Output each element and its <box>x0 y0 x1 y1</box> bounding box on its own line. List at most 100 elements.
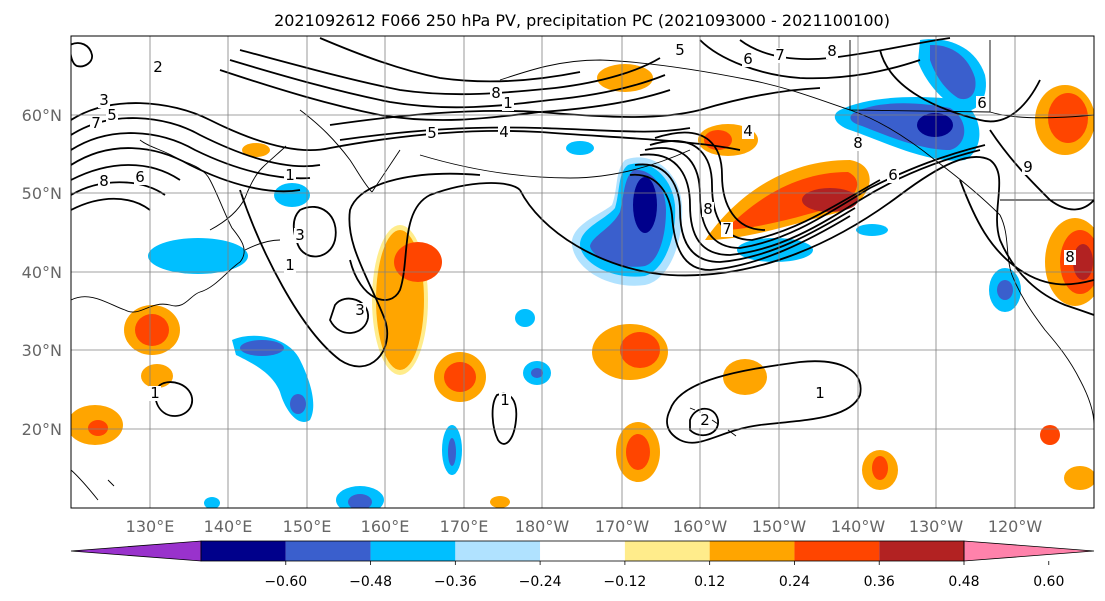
colorbar-tick-label: −0.24 <box>519 574 562 590</box>
longitude-label: 120°W <box>988 517 1043 536</box>
positive-anomaly-area <box>444 362 476 392</box>
pv-contour <box>629 174 851 271</box>
contour-label-background <box>284 258 296 273</box>
coastline-alaska-inner <box>849 40 991 113</box>
negative-anomaly-area <box>515 309 535 327</box>
contour-label: 6 <box>743 50 753 68</box>
colorbar-ticks: −0.60 −0.48 −0.36 −0.24 −0.12 0.12 0.24 0.36 0.4… <box>264 561 1064 590</box>
latitude-label: 50°N <box>22 184 62 203</box>
pv-contour <box>71 117 321 168</box>
negative-anomaly-area <box>290 394 306 414</box>
pv-contour <box>71 181 166 196</box>
pv-contour <box>329 87 821 126</box>
positive-anomaly-area <box>802 188 858 212</box>
contour-label-background <box>814 386 826 401</box>
longitude-label: 160°E <box>361 517 410 536</box>
negative-anomaly-area <box>240 340 284 356</box>
coastline-philippines <box>71 469 115 501</box>
contour-label-background <box>294 228 306 243</box>
pv-contour <box>71 132 311 180</box>
pv-contour <box>339 126 691 141</box>
latitude-label: 60°N <box>22 106 62 125</box>
colorbar-segment <box>285 541 371 561</box>
contour-label: 8 <box>491 84 501 102</box>
contour-label-background <box>826 44 838 59</box>
colorbar-outline <box>200 540 965 562</box>
positive-anomaly-area <box>626 434 650 470</box>
negative-anomaly-area <box>566 141 594 155</box>
pv-contour <box>71 147 301 193</box>
pv-contour <box>739 37 951 61</box>
pv-contour <box>689 407 719 437</box>
contour-label-background <box>152 60 164 75</box>
contour-label-background <box>1022 160 1034 175</box>
contour-label-background <box>98 174 110 189</box>
pv-contour <box>699 39 921 80</box>
negative-anomaly-area <box>930 44 976 100</box>
positive-anomaly-area <box>1064 466 1094 490</box>
contour-label-background <box>98 93 110 108</box>
pv-contour <box>639 149 981 256</box>
pv-contours <box>71 37 1094 445</box>
negative-anomaly-area <box>856 224 888 236</box>
contour-label-background <box>490 86 502 101</box>
contour-label: 8 <box>703 200 713 218</box>
contour-label: 1 <box>150 384 160 402</box>
colorbar-segment <box>624 541 710 561</box>
negative-anomaly-area <box>204 497 220 508</box>
contour-label-background <box>498 125 510 140</box>
colorbar-segment <box>794 541 880 561</box>
figure-title: 2021092612 F066 250 hPa PV, precipitatio… <box>274 11 890 30</box>
positive-anomaly-area <box>725 172 858 230</box>
positive-anomaly-area <box>872 456 888 480</box>
coastline-japan <box>209 145 287 251</box>
negative-anomaly-area <box>274 183 310 207</box>
longitude-label: 130°E <box>126 517 175 536</box>
contour-label: 7 <box>91 114 101 132</box>
contour-label-background <box>699 413 711 428</box>
contour-label-background <box>1064 250 1076 265</box>
positive-anomaly-area <box>723 359 767 395</box>
coastline-canada <box>989 111 1094 201</box>
longitude-label: 180°W <box>515 517 570 536</box>
contour-label-background <box>106 108 118 123</box>
contour-label: 8 <box>853 134 863 152</box>
contour-label-background <box>852 136 864 151</box>
pv-contour <box>219 69 671 121</box>
positive-anomaly-area <box>1048 93 1088 143</box>
contour-label-background <box>284 168 296 183</box>
contour-label-background <box>426 126 438 141</box>
colorbar-segment <box>370 541 456 561</box>
contour-label: 8 <box>1065 248 1075 266</box>
pv-contour <box>879 49 1041 123</box>
contour-label-background <box>702 202 714 217</box>
contour-label-background <box>674 43 686 58</box>
contour-label-background <box>499 393 511 408</box>
contour-label: 1 <box>285 256 295 274</box>
contour-label-background <box>90 116 102 131</box>
latitude-label: 30°N <box>22 341 62 360</box>
pv-contour <box>239 49 661 96</box>
latitude-label: 20°N <box>22 420 62 439</box>
pv-contour <box>666 360 862 444</box>
contour-label: 7 <box>775 46 785 64</box>
contour-label-background <box>502 96 514 111</box>
colorbar <box>70 540 1095 562</box>
contour-label-background <box>721 222 733 237</box>
contour-label: 6 <box>977 94 987 112</box>
contour-label-background <box>774 48 786 63</box>
contour-label-background <box>887 168 899 183</box>
positive-anomaly-area <box>1073 244 1093 280</box>
graticule <box>71 36 1094 508</box>
contour-label: 1 <box>500 391 510 409</box>
colorbar-tick-label: 0.36 <box>864 574 895 590</box>
pv-contour <box>634 163 856 263</box>
contour-label: 8 <box>827 42 837 60</box>
pv-contour <box>989 129 1094 211</box>
pv-contour <box>329 297 369 334</box>
pv-contour <box>71 197 151 211</box>
contour-label: 1 <box>285 166 295 184</box>
contour-label: 5 <box>675 41 685 59</box>
pv-contour <box>71 164 181 181</box>
